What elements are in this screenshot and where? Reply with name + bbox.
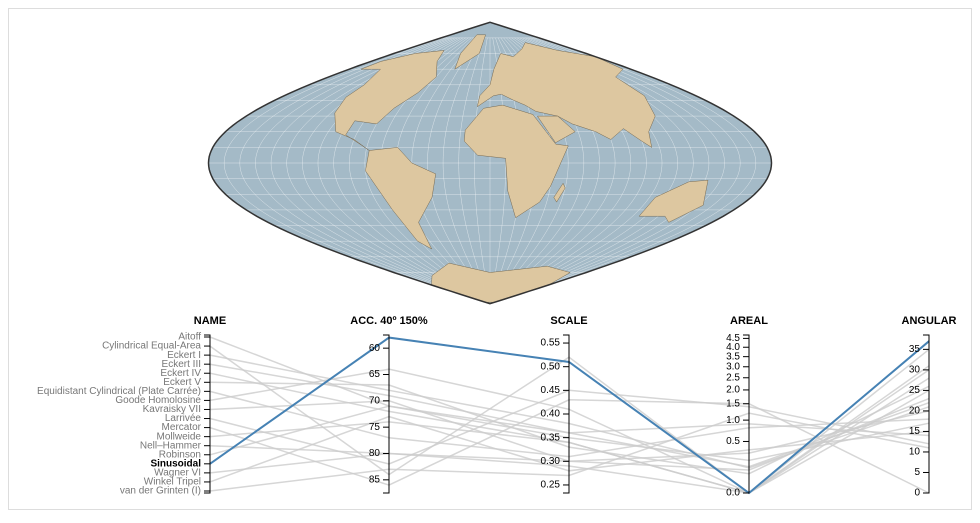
name-label[interactable]: Wagner VI <box>154 468 201 479</box>
name-label[interactable]: Mercator <box>162 422 202 433</box>
tick-label: 0.30 <box>541 456 561 467</box>
tick-label: 4.5 <box>726 333 740 344</box>
land <box>476 42 656 148</box>
tick-label: 0.35 <box>541 432 561 443</box>
tick-label: 30 <box>909 365 921 376</box>
graticule <box>208 37 772 289</box>
land <box>365 147 436 250</box>
tick-label: 0.25 <box>541 480 561 491</box>
frame <box>8 8 972 510</box>
land <box>553 182 566 203</box>
tick-label: 0.5 <box>726 436 740 447</box>
name-label[interactable]: Mollweide <box>157 431 202 442</box>
land <box>463 104 569 219</box>
axis-title: NAME <box>194 315 226 327</box>
tick-label: 1.5 <box>726 398 740 409</box>
name-label[interactable]: Kavraisky VII <box>143 404 201 415</box>
tick-label: 70 <box>369 395 381 406</box>
name-label[interactable]: Robinson <box>159 449 201 460</box>
tick-label: 20 <box>909 406 921 417</box>
tick-label: 10 <box>909 447 921 458</box>
name-label[interactable]: Eckert I <box>167 350 201 361</box>
tick-label: 0.55 <box>541 338 561 349</box>
tick-label: 2.0 <box>726 385 740 396</box>
axis-title: AREAL <box>730 315 768 327</box>
land <box>536 115 576 144</box>
name-label[interactable]: Eckert IV <box>160 368 201 379</box>
tick-label: 60 <box>369 343 381 354</box>
tick-label: 0.0 <box>726 488 740 499</box>
tick-label: 4.0 <box>726 342 740 353</box>
tick-label: 0 <box>914 488 920 499</box>
tick-label: 65 <box>369 369 381 380</box>
land <box>638 179 709 223</box>
tick-label: 80 <box>369 448 381 459</box>
name-label[interactable]: Eckert III <box>162 359 201 370</box>
tick-label: 85 <box>369 474 381 485</box>
land <box>334 50 445 151</box>
tick-label: 15 <box>909 426 921 437</box>
axis-domain <box>383 334 390 494</box>
name-label[interactable]: Goode Homolosine <box>115 395 201 406</box>
land <box>454 34 486 70</box>
tick-label: 35 <box>909 344 921 355</box>
name-label[interactable]: Cylindrical Equal-Area <box>102 341 201 352</box>
tick-label: 2.5 <box>726 372 740 383</box>
tick-label: 75 <box>369 422 381 433</box>
tick-label: 5 <box>914 467 920 478</box>
name-label[interactable]: Larrivée <box>165 413 202 424</box>
tick-label: 25 <box>909 385 921 396</box>
tick-label: 3.5 <box>726 351 740 362</box>
axis-title: SCALE <box>550 315 587 327</box>
tick-label: 3.0 <box>726 361 740 372</box>
name-label[interactable]: Nell–Hammer <box>140 440 202 451</box>
axis-title: ACC. 40º 150% <box>350 315 428 327</box>
name-label[interactable]: Equidistant Cylindrical (Plate Carrée) <box>37 386 201 397</box>
tick-label: 1.0 <box>726 415 740 426</box>
map-outline <box>207 21 773 305</box>
map <box>207 21 773 305</box>
axis-title: ANGULAR <box>902 315 957 327</box>
name-label[interactable]: Eckert V <box>163 377 201 388</box>
tick-label: 0.40 <box>541 409 561 420</box>
name-label[interactable]: Aitoff <box>178 332 201 343</box>
axis-domain <box>923 334 930 494</box>
tick-label: 0.50 <box>541 361 561 372</box>
name-label-selected[interactable]: Sinusoidal <box>150 458 201 469</box>
name-label[interactable]: Winkel Tripel <box>144 477 201 488</box>
name-label[interactable]: van der Grinten (I) <box>120 486 201 497</box>
tick-label: 0.45 <box>541 385 561 396</box>
axis-domain <box>204 334 211 494</box>
